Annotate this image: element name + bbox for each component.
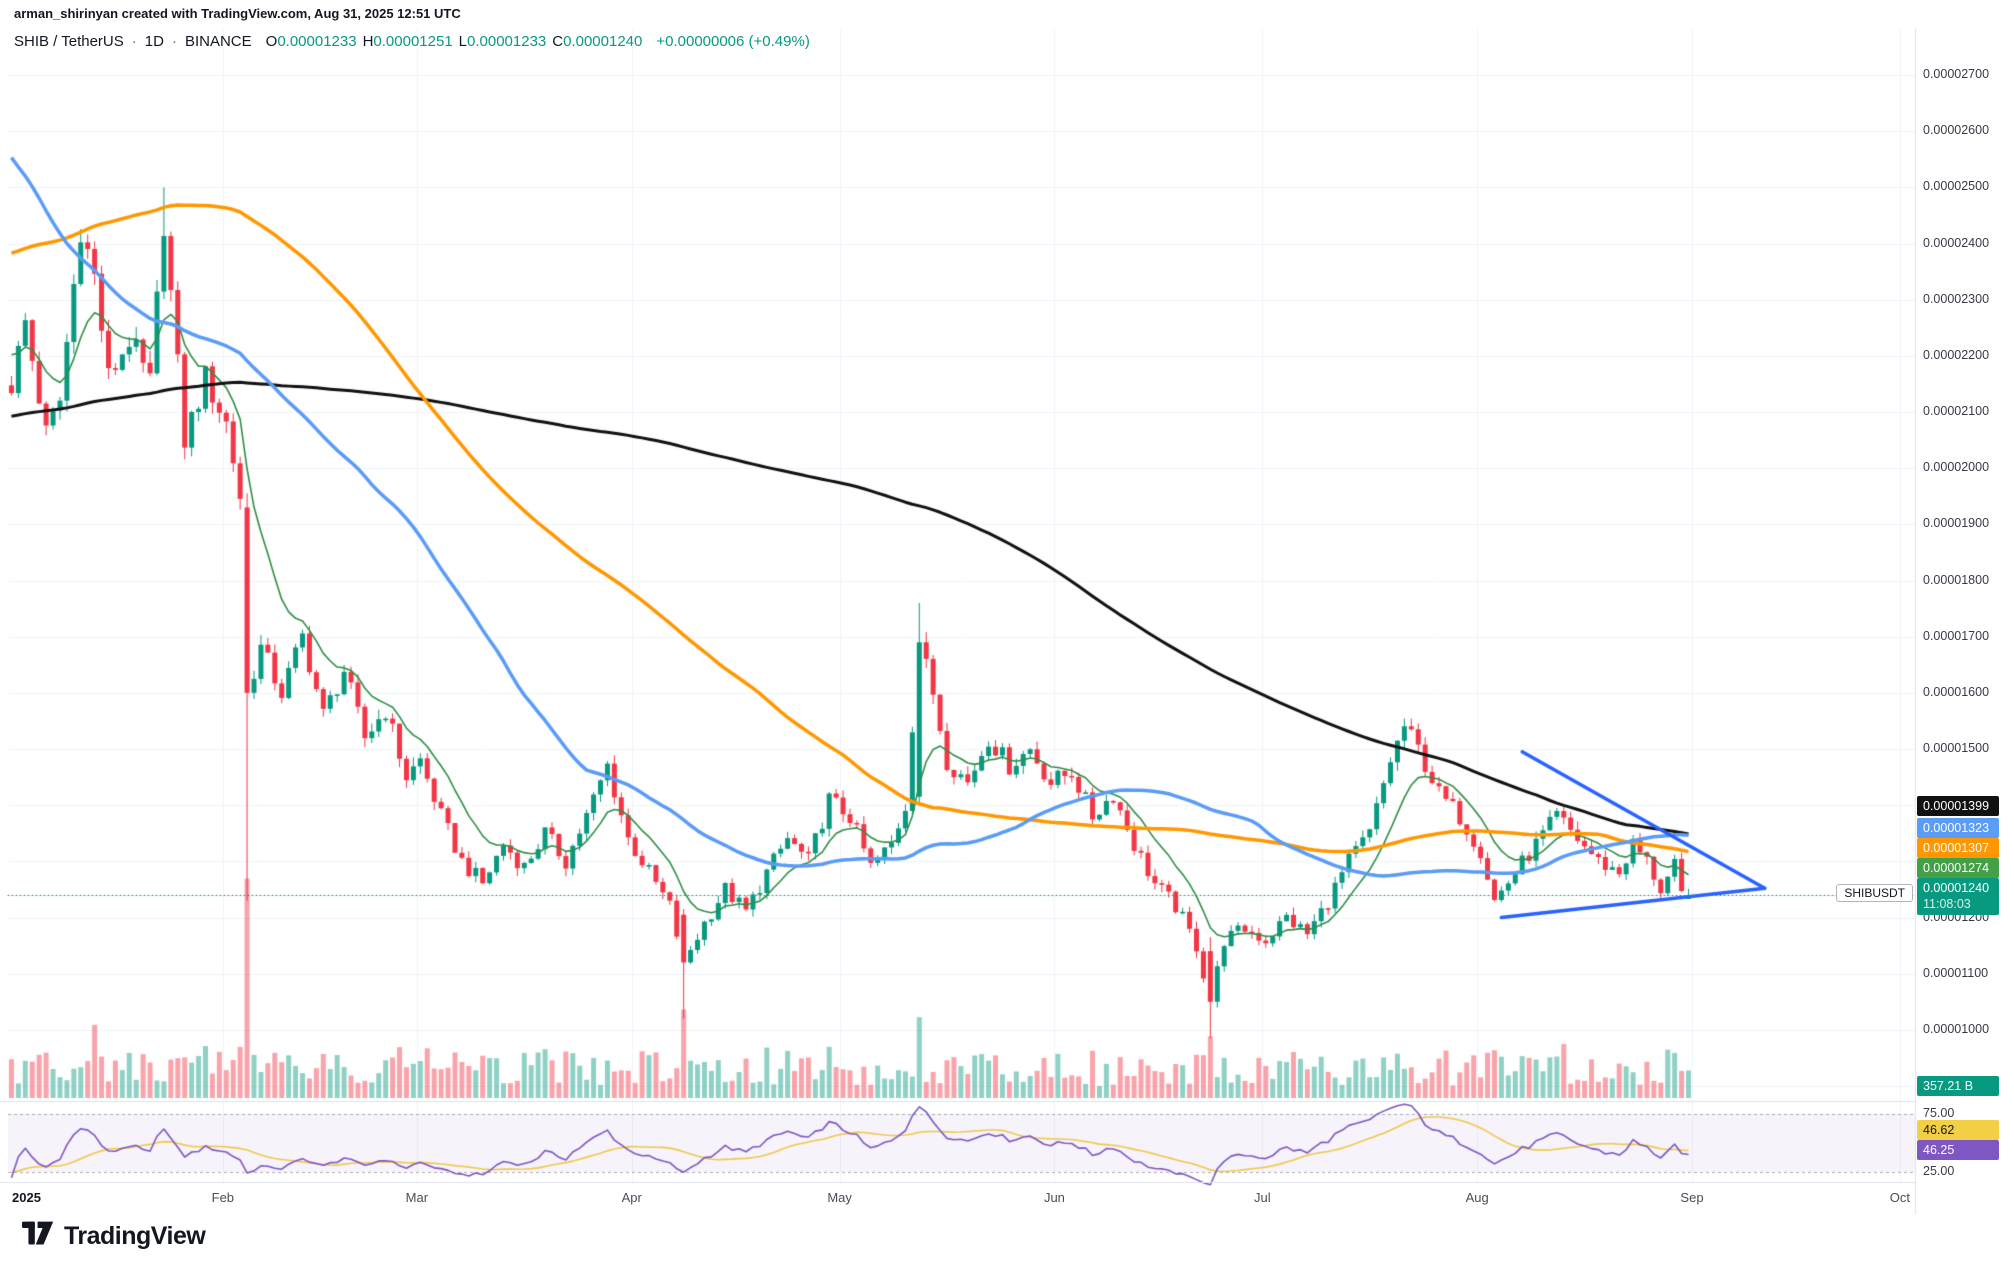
current-price-badge: 0.00001240 11:08:03 [1917,877,1999,915]
legend-low: L0.00001233 [458,33,547,50]
rsi-ma-badge: 46.62 [1917,1119,1999,1140]
tradingview-logo-icon [22,1221,55,1251]
price-tick-label: 0.00002700 [1923,67,1990,81]
sma100-price-badge: 0.00001307 [1917,838,1999,859]
price-tick-label: 0.00002300 [1923,291,1990,306]
time-axis-label: Aug [1465,1190,1489,1205]
time-axis-label: Sep [1680,1190,1704,1205]
legend-separator: · [171,33,177,50]
countdown-timer: 11:08:03 [1923,896,1971,911]
price-tick-label: 0.00001100 [1923,965,1989,980]
legend-exchange: BINANCE [184,33,252,50]
legend-interval: 1D [144,33,164,50]
time-axis-label: Oct [1889,1190,1910,1205]
time-axis-label: Feb [211,1190,235,1205]
price-axis[interactable]: 0.00002700 0.00002600 0.00002500 0.00002400… [1915,28,2014,1214]
time-axis-label: Mar [405,1190,429,1205]
time-axis-label: May [827,1190,852,1205]
legend-separator: · [131,33,137,50]
price-tick-label: 0.00001800 [1923,572,1990,587]
ma200-price-badge: 0.00001399 [1917,795,1999,816]
sma50-price-badge: 0.00001323 [1917,818,1999,839]
symbol-price-label: SHIBUSDT [1836,884,1913,903]
time-axis[interactable]: 2025 Feb Mar Apr May Jun Jul Aug Sep Oct [0,1182,1915,1215]
price-tick-label: 0.00001000 [1923,1021,1990,1036]
time-axis-label: 2025 [12,1190,41,1205]
legend-change: +0.00000006 (+0.49%) [656,33,810,50]
price-tick-label: 0.00002200 [1923,347,1990,362]
rsi-upper-band-label: 75.00 [1923,1106,1955,1120]
ema-price-badge: 0.00001274 [1917,858,1999,879]
price-tick-label: 0.00001700 [1923,628,1990,643]
tradingview-logo-text: TradingView [64,1221,206,1250]
rsi-badge: 46.25 [1917,1139,1999,1160]
volume-badge: 357.21 B [1917,1076,1999,1096]
time-axis-label: Apr [621,1190,642,1205]
rsi-lower-band-label: 25.00 [1923,1164,1955,1178]
attribution-text: arman_shirinyan created with TradingView… [14,6,461,21]
price-tick-label: 0.00002600 [1923,123,1990,138]
price-tick-label: 0.00002400 [1923,235,1990,250]
time-axis-label: Jun [1043,1190,1065,1205]
time-axis-label: Jul [1254,1190,1271,1205]
legend-close: C0.00001240 [552,33,643,50]
price-tick-label: 0.00001600 [1923,684,1990,699]
price-tick-label: 0.00002500 [1923,179,1990,194]
price-tick-label: 0.00002000 [1923,460,1990,475]
chart-legend[interactable]: SHIB / TetherUS · 1D · BINANCE O0.000012… [14,33,810,50]
legend-open: O0.00001233 [265,33,357,50]
legend-symbol: SHIB / TetherUS [14,33,124,50]
price-tick-label: 0.00001500 [1923,741,1990,755]
legend-high: H0.00001251 [362,33,453,50]
tradingview-logo[interactable]: TradingView [22,1221,206,1251]
price-tick-label: 0.00001900 [1923,516,1990,531]
price-tick-label: 0.00002100 [1923,404,1990,418]
